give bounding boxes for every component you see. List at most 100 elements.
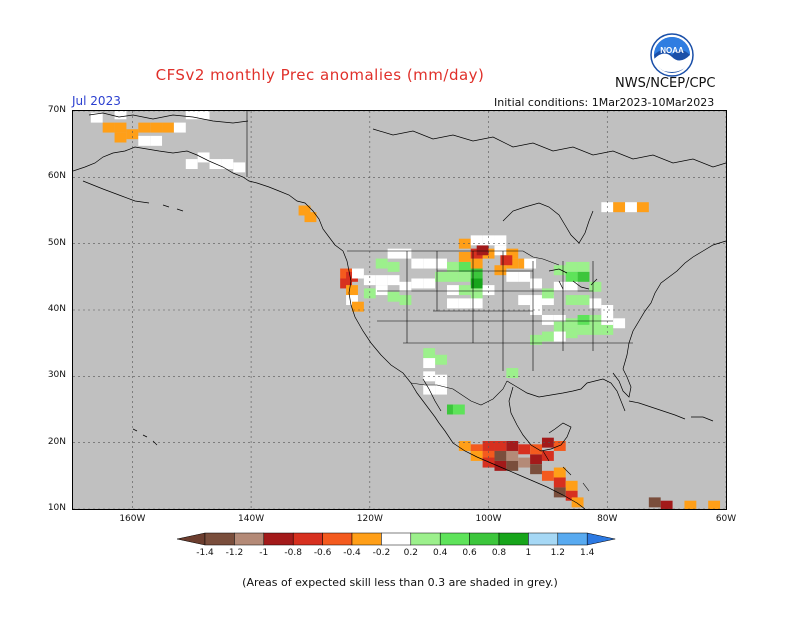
anomaly-cell bbox=[530, 334, 542, 345]
colorbar-tick-label: 0.6 bbox=[462, 548, 477, 558]
anomaly-cell bbox=[387, 248, 400, 259]
anomaly-cell bbox=[660, 500, 673, 509]
colorbar-tick-label: -0.2 bbox=[372, 548, 391, 558]
hudson-bay bbox=[502, 202, 594, 244]
anomaly-cell bbox=[352, 268, 364, 279]
colorbar-tick-label: -1 bbox=[259, 548, 269, 558]
anomaly-cell bbox=[452, 404, 465, 415]
anomaly-cell bbox=[423, 358, 436, 369]
colorbar-bin bbox=[351, 532, 382, 546]
yucatan bbox=[508, 386, 572, 452]
anomaly-cell bbox=[553, 314, 566, 325]
anomaly-cell bbox=[518, 271, 531, 282]
colorbar-bin bbox=[498, 532, 529, 546]
anomaly-cell bbox=[577, 261, 590, 272]
map-canvas bbox=[73, 111, 726, 509]
colorbar-tick-label: 1 bbox=[525, 548, 532, 558]
anomaly-cell bbox=[458, 298, 471, 309]
colorbar-tick-label: 1.4 bbox=[580, 548, 595, 558]
anomaly-cell bbox=[162, 122, 174, 133]
logo-lettering: NOAA bbox=[660, 46, 684, 55]
anomaly-cell bbox=[524, 258, 537, 269]
initial-conditions: Initial conditions: 1Mar2023-10Mar2023 bbox=[494, 96, 715, 109]
anomaly-cell bbox=[541, 295, 554, 306]
mexico-pacific-coast bbox=[438, 422, 586, 509]
colorbar-high-arrow bbox=[586, 532, 616, 546]
colorbar-tick-label: -1.2 bbox=[225, 548, 244, 558]
anomaly-cell bbox=[102, 122, 115, 133]
anomaly-cell bbox=[506, 368, 519, 378]
great-lakes bbox=[548, 268, 598, 290]
anomaly-cell bbox=[541, 437, 554, 448]
anomaly-cell bbox=[494, 450, 507, 461]
anomaly-cell bbox=[233, 162, 246, 173]
anomaly-cell bbox=[363, 288, 376, 299]
colorbar-bin bbox=[204, 532, 235, 546]
anomaly-cell bbox=[458, 285, 471, 296]
month-label: Jul 2023 bbox=[72, 94, 121, 108]
anomaly-cell bbox=[577, 271, 590, 282]
anomaly-cell bbox=[138, 135, 151, 146]
anomaly-cell bbox=[708, 500, 721, 509]
anomaly-cell bbox=[494, 265, 507, 276]
anomaly-cell bbox=[458, 261, 471, 272]
lat-tick-label: 60N bbox=[47, 171, 66, 182]
anomaly-cell bbox=[298, 205, 311, 216]
anomaly-cell bbox=[571, 497, 584, 508]
anomaly-cell bbox=[565, 271, 578, 282]
florida bbox=[612, 368, 632, 398]
hispaniola bbox=[691, 416, 714, 422]
anomaly-cell bbox=[565, 318, 578, 329]
anomaly-cell bbox=[601, 314, 614, 325]
anomaly-cell bbox=[435, 354, 447, 365]
lon-tick-label: 160W bbox=[119, 514, 146, 524]
lat-tick-label: 70N bbox=[47, 105, 66, 115]
aleutian-islands bbox=[82, 180, 184, 212]
anomaly-cell bbox=[506, 271, 519, 282]
lon-tick-label: 120W bbox=[356, 514, 383, 524]
colorbar-bin bbox=[410, 532, 441, 546]
anomaly-cell bbox=[482, 450, 495, 461]
anomaly-cell bbox=[530, 454, 542, 465]
anomaly-cell bbox=[541, 450, 554, 461]
lat-tick-label: 20N bbox=[47, 436, 66, 447]
anomaly-cell bbox=[435, 271, 447, 282]
anomaly-cell bbox=[541, 314, 554, 325]
anomaly-cell bbox=[494, 460, 507, 471]
anomaly-cell bbox=[506, 450, 519, 461]
anomaly-cell bbox=[346, 295, 358, 306]
anomaly-cell bbox=[482, 235, 495, 246]
colorbar-tick-label: -0.6 bbox=[313, 548, 332, 558]
anomaly-cell bbox=[577, 295, 590, 306]
anomaly-cell bbox=[346, 285, 358, 296]
hawaii bbox=[132, 428, 158, 446]
canada-arctic bbox=[372, 128, 726, 168]
colorbar-tick-label: -0.4 bbox=[343, 548, 361, 558]
us-canada-border bbox=[347, 250, 560, 266]
alaska-coastline bbox=[73, 146, 344, 252]
central-america-borders bbox=[542, 450, 590, 492]
anomaly-cell bbox=[411, 278, 424, 289]
anomaly-cell bbox=[553, 477, 566, 488]
anomaly-cell bbox=[470, 268, 483, 279]
lat-tick-label: 50N bbox=[47, 237, 66, 248]
map-panel bbox=[72, 110, 727, 510]
coastlines bbox=[73, 112, 726, 509]
lat-tick-label: 40N bbox=[47, 304, 66, 314]
anomaly-cell bbox=[565, 261, 578, 272]
anomaly-cell bbox=[423, 278, 436, 289]
colorbar-tick-label: 0.2 bbox=[403, 548, 418, 558]
anomaly-cell bbox=[470, 288, 483, 299]
anomaly-cell bbox=[150, 135, 163, 146]
anomaly-cell bbox=[363, 275, 376, 286]
anomaly-cell bbox=[530, 444, 542, 455]
colorbar-bin bbox=[469, 532, 500, 546]
lon-tick-label: 140W bbox=[238, 514, 265, 524]
colorbar-bin bbox=[263, 532, 294, 546]
anomaly-cell bbox=[518, 444, 531, 455]
anomaly-cell bbox=[494, 441, 507, 451]
colorbar-bin bbox=[557, 532, 588, 546]
cuba bbox=[628, 400, 686, 420]
anomaly-cell bbox=[577, 314, 590, 325]
anomaly-cell bbox=[530, 295, 542, 306]
